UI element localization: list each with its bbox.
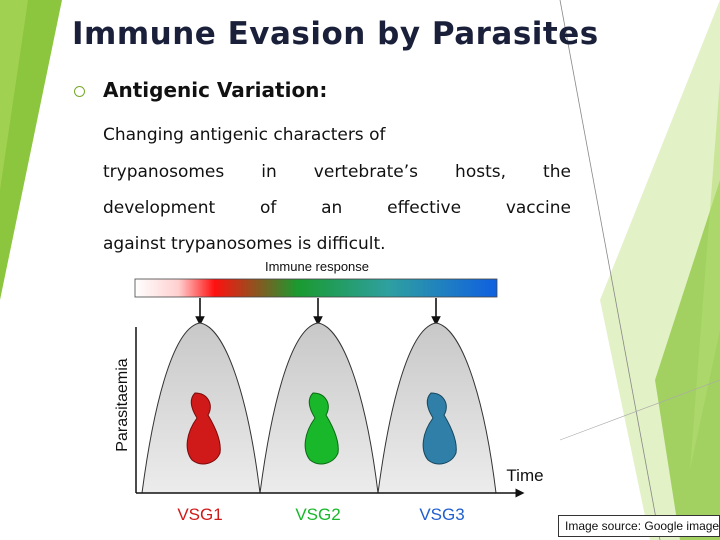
word: trypanosomes — [103, 162, 225, 182]
immune-response-label: Immune response — [265, 259, 369, 274]
variant-label-vsg3: VSG3 — [419, 505, 464, 524]
word: hosts, — [455, 162, 507, 182]
y-axis-label: Parasitaemia — [114, 358, 131, 451]
word: the — [543, 162, 571, 182]
slide-title: Immune Evasion by Parasites — [72, 16, 599, 52]
immune-response-gradient-bar — [134, 278, 498, 298]
word: development — [103, 198, 216, 218]
paragraph-line-2: trypanosomes in vertebrate’s hosts, the — [103, 162, 571, 182]
image-source-credit: Image source: Google image — [558, 515, 720, 537]
word: in — [261, 162, 277, 182]
word: vertebrate’s — [313, 162, 419, 182]
right-green-shape-light — [690, 80, 720, 470]
antigenic-variation-figure: Immune response Parasitaemia Time VSG1 V… — [114, 259, 544, 524]
trypanosome-vsg1 — [186, 392, 221, 465]
section-heading: Antigenic Variation: — [103, 78, 328, 102]
trypanosome-vsg3 — [422, 392, 457, 465]
word: effective — [387, 198, 462, 218]
right-green-shape-dark — [655, 180, 720, 540]
variant-label-vsg1: VSG1 — [177, 505, 222, 524]
x-axis-label: Time — [506, 466, 543, 485]
trypanosome-vsg2 — [304, 392, 339, 465]
right-thin-line-2 — [559, 379, 720, 441]
paragraph-line-3: development of an effective vaccine — [103, 198, 571, 218]
right-thin-line — [559, 0, 661, 540]
paragraph-line-4: against trypanosomes is difficult. — [103, 234, 386, 254]
left-green-strip-light — [0, 0, 28, 190]
paragraph-line-1: Changing antigenic characters of — [103, 125, 386, 145]
word: of — [259, 198, 277, 218]
bullet-circle-icon — [74, 86, 85, 97]
word: vaccine — [505, 198, 571, 218]
variant-label-vsg2: VSG2 — [295, 505, 340, 524]
word: an — [321, 198, 343, 218]
